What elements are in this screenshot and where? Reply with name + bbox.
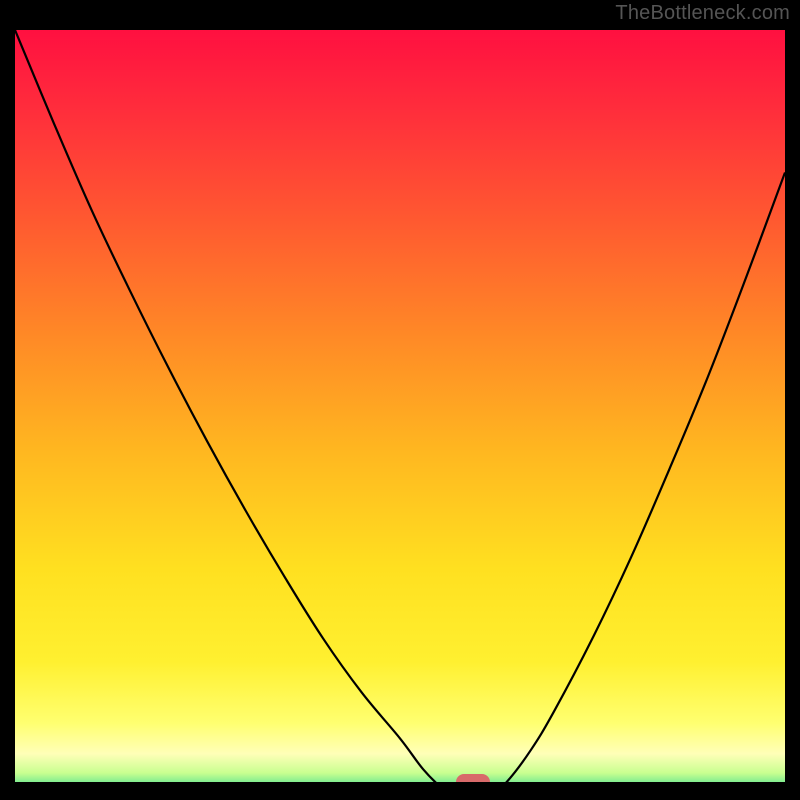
chart-curve [15,30,785,782]
watermark-text: TheBottleneck.com [615,2,790,25]
plot-area [15,30,785,782]
bottleneck-marker [456,774,491,782]
